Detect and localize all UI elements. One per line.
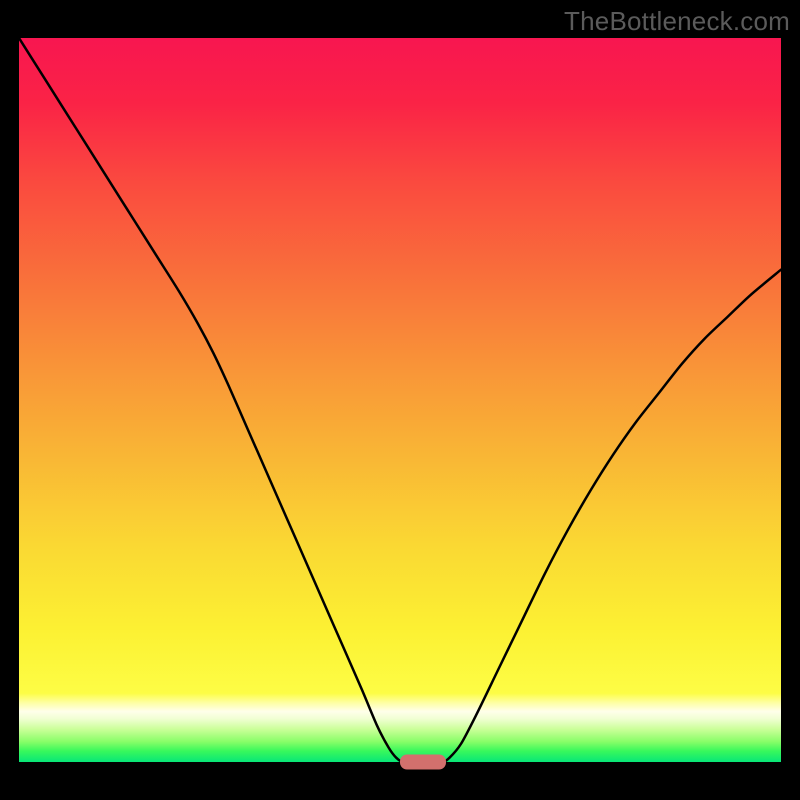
chart-frame: TheBottleneck.com (0, 0, 800, 800)
gradient-rect (19, 38, 781, 762)
watermark-text: TheBottleneck.com (564, 6, 790, 37)
gradient-plot-area (19, 38, 781, 762)
